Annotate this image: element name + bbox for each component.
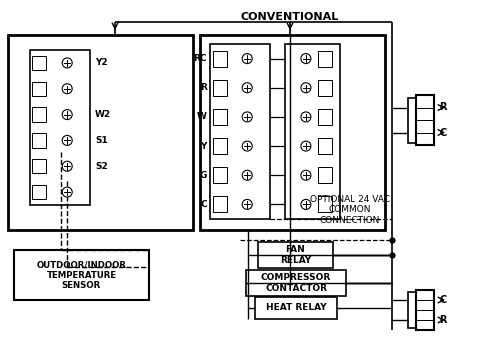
Bar xyxy=(213,167,227,183)
Bar xyxy=(318,80,332,96)
Bar xyxy=(32,82,45,96)
Bar xyxy=(32,133,45,147)
Bar xyxy=(14,250,149,300)
Text: S2: S2 xyxy=(95,162,108,171)
Text: Y: Y xyxy=(201,142,207,151)
Bar xyxy=(318,51,332,67)
Bar xyxy=(408,292,416,328)
Circle shape xyxy=(62,58,72,68)
Circle shape xyxy=(301,54,311,64)
Bar xyxy=(416,95,434,145)
Bar xyxy=(416,290,434,330)
Bar xyxy=(246,270,346,296)
Text: W2: W2 xyxy=(95,110,111,119)
Circle shape xyxy=(301,170,311,180)
Circle shape xyxy=(242,199,252,210)
Bar xyxy=(213,196,227,213)
Circle shape xyxy=(301,141,311,151)
Circle shape xyxy=(301,83,311,93)
Circle shape xyxy=(62,161,72,171)
Circle shape xyxy=(301,112,311,122)
Bar xyxy=(408,97,416,143)
Text: RC: RC xyxy=(193,54,207,63)
Text: W: W xyxy=(197,113,207,121)
Circle shape xyxy=(62,136,72,145)
Bar xyxy=(255,297,337,319)
Text: Y2: Y2 xyxy=(95,58,107,67)
Bar xyxy=(318,167,332,183)
Bar xyxy=(32,159,45,173)
Circle shape xyxy=(62,110,72,120)
Circle shape xyxy=(242,83,252,93)
Bar xyxy=(213,138,227,154)
Bar xyxy=(32,56,45,70)
Circle shape xyxy=(301,199,311,210)
Bar xyxy=(32,107,45,122)
Bar xyxy=(30,50,90,205)
Text: C: C xyxy=(439,127,446,138)
Text: R: R xyxy=(439,315,446,325)
Text: OUTDOOR/INDOOR
TEMPERATURE
SENSOR: OUTDOOR/INDOOR TEMPERATURE SENSOR xyxy=(37,260,126,290)
Text: HEAT RELAY: HEAT RELAY xyxy=(266,304,326,313)
Bar xyxy=(213,51,227,67)
Bar xyxy=(210,44,270,219)
Text: R: R xyxy=(200,83,207,92)
Text: CONVENTIONAL: CONVENTIONAL xyxy=(241,12,339,22)
Bar xyxy=(258,242,333,268)
Circle shape xyxy=(242,141,252,151)
Circle shape xyxy=(242,54,252,64)
Text: C: C xyxy=(439,295,446,305)
Bar xyxy=(32,185,45,199)
Circle shape xyxy=(242,112,252,122)
Bar xyxy=(213,80,227,96)
Bar xyxy=(318,109,332,125)
Text: FAN
RELAY: FAN RELAY xyxy=(280,245,311,265)
Bar xyxy=(200,35,385,230)
Circle shape xyxy=(242,170,252,180)
Text: COMPRESSOR
CONTACTOR: COMPRESSOR CONTACTOR xyxy=(261,273,331,293)
Bar xyxy=(318,196,332,213)
Text: R: R xyxy=(439,102,446,113)
Bar xyxy=(8,35,193,230)
Circle shape xyxy=(62,84,72,94)
Text: G: G xyxy=(200,171,207,180)
Text: C: C xyxy=(201,200,207,209)
Text: OPTIONAL 24 VAC
COMMON
CONNECTION: OPTIONAL 24 VAC COMMON CONNECTION xyxy=(310,195,390,225)
Bar xyxy=(318,138,332,154)
Bar xyxy=(213,109,227,125)
Text: S1: S1 xyxy=(95,136,108,145)
Bar xyxy=(285,44,340,219)
Circle shape xyxy=(62,187,72,197)
